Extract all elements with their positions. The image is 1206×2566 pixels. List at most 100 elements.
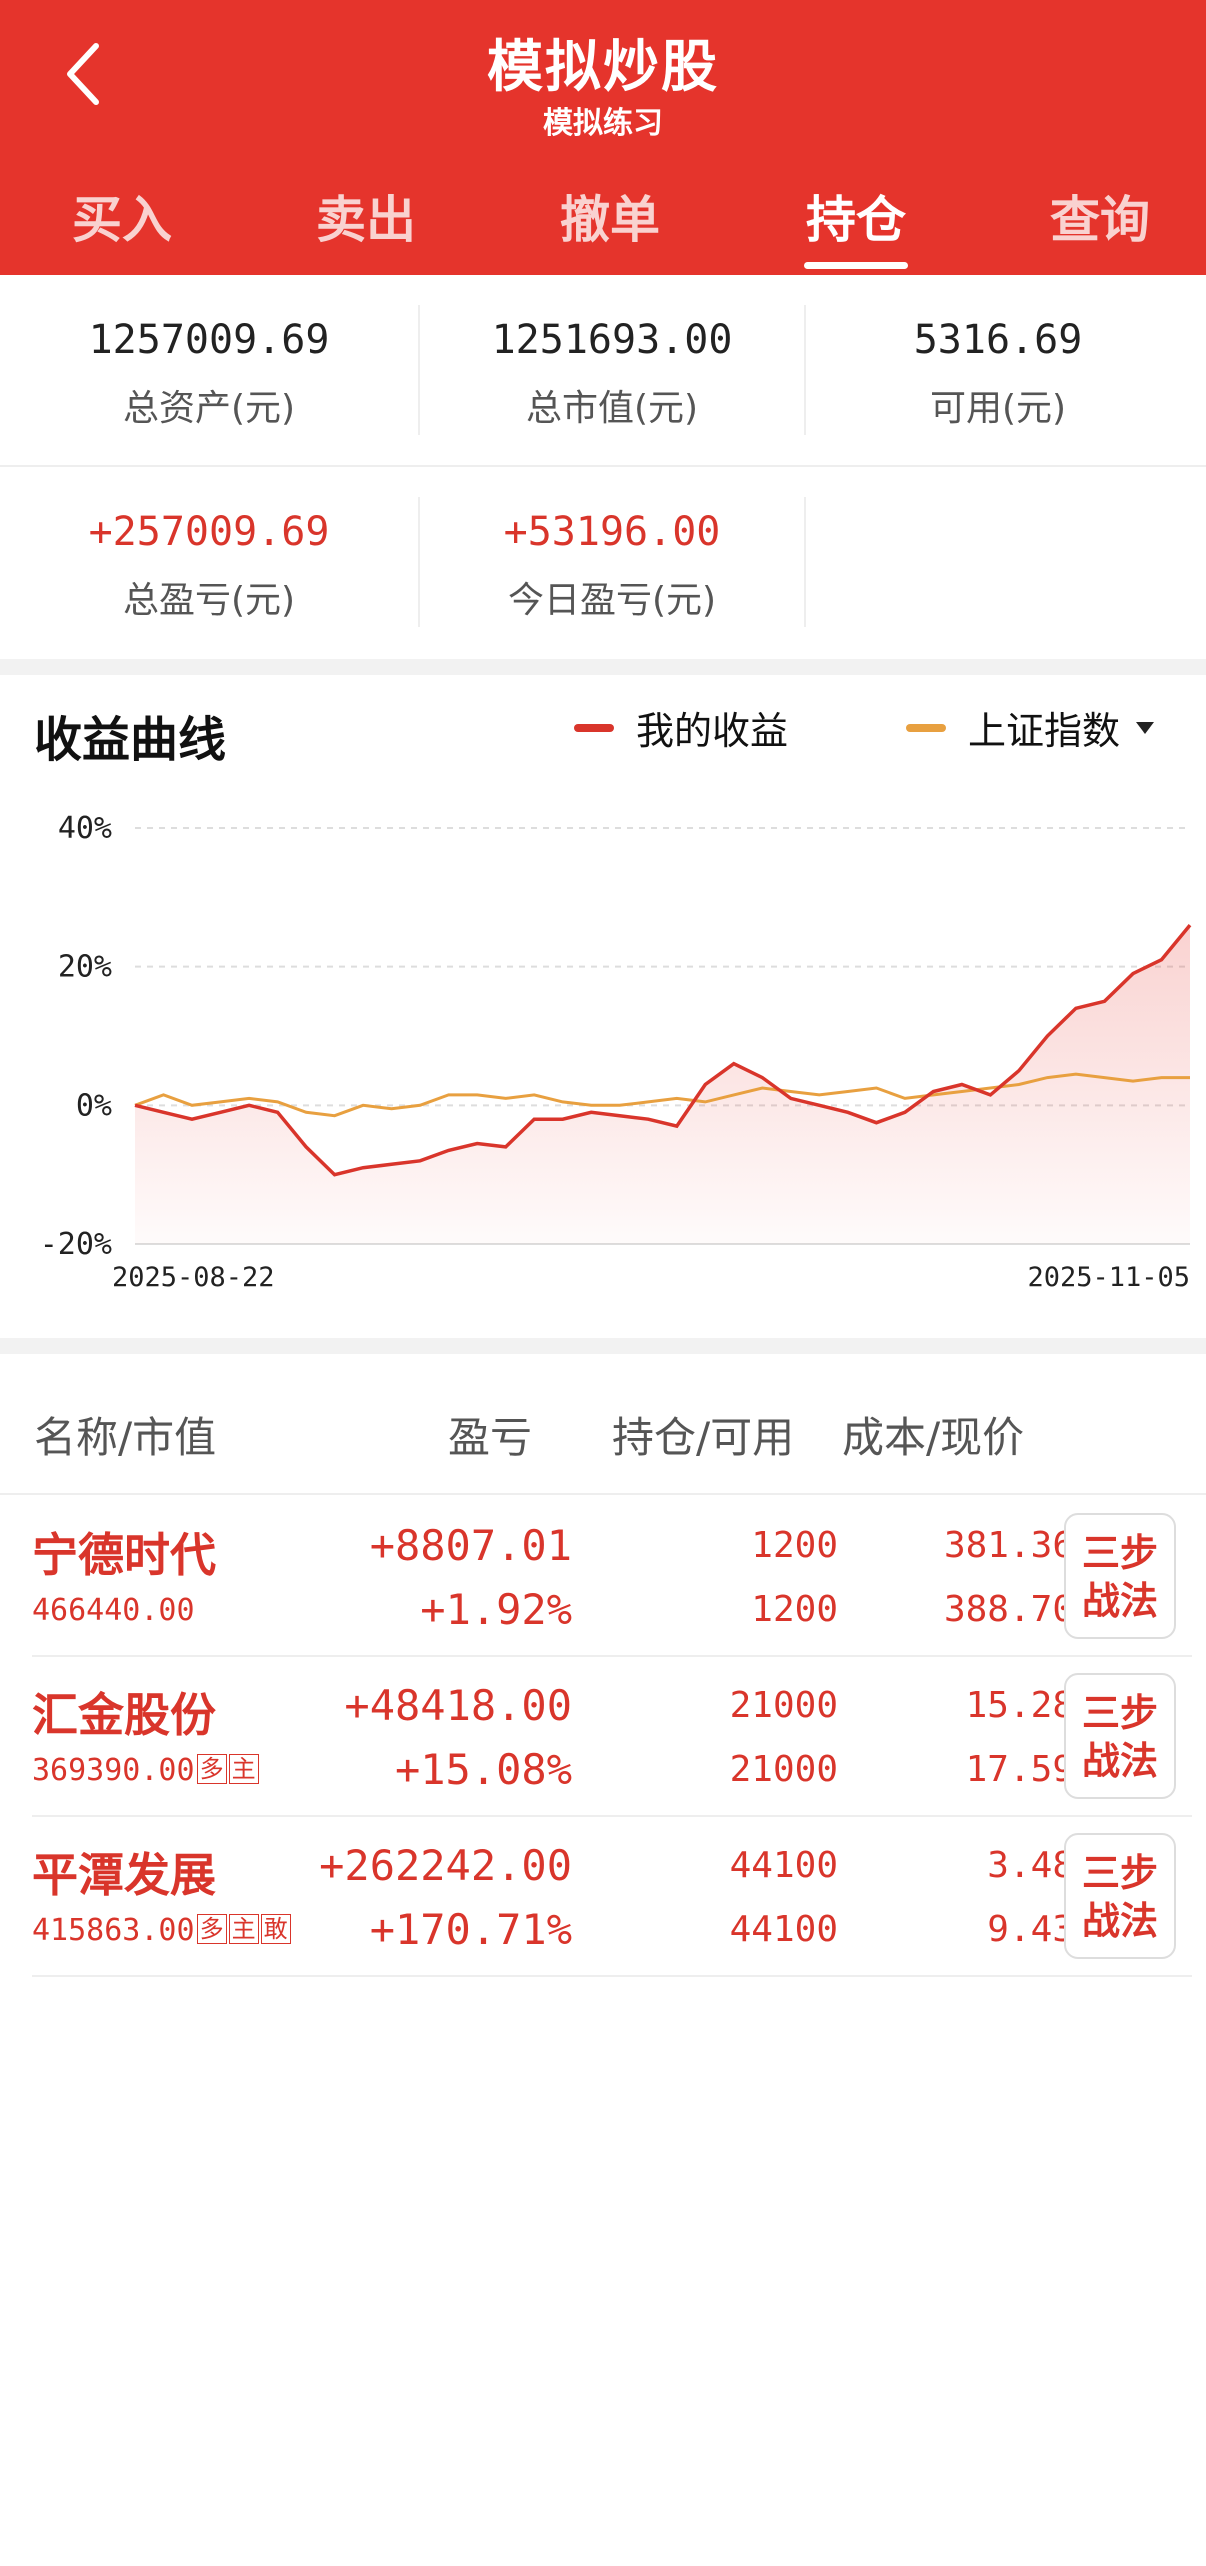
section-gap (0, 1338, 1206, 1354)
today-pnl: +53196.00 今日盈亏(元) (420, 467, 804, 659)
stock-available: 21000 (729, 1749, 838, 1790)
today-pnl-label: 今日盈亏(元) (507, 580, 717, 621)
stock-price: 9.43 (987, 1909, 1074, 1950)
stock-tag: 多 (196, 1754, 227, 1784)
tab-cancel-label: 撤单 (560, 191, 660, 249)
three-step-strategy-label: 三步战法 (1081, 1851, 1158, 1943)
y-tick-label: 20% (58, 950, 112, 985)
stock-pnl: +262242.00 (319, 1841, 572, 1890)
total-assets-value: 1257009.69 (88, 317, 330, 363)
x-tick-start: 2025-08-22 (112, 1262, 275, 1293)
legend-index-selector[interactable]: 上证指数 (906, 700, 1155, 753)
stock-price: 17.59 (965, 1749, 1074, 1790)
stock-pnl-pct: +1.92% (420, 1585, 572, 1634)
stock-tag: 多 (196, 1914, 227, 1944)
available-funds: 5316.69 可用(元) (806, 275, 1190, 465)
stock-price: 388.70 (943, 1589, 1074, 1630)
stock-tag: 主 (228, 1914, 259, 1944)
total-pnl-label: 总盈亏(元) (122, 580, 296, 621)
total-pnl: +257009.69 总盈亏(元) (0, 467, 418, 659)
tab-query-label: 查询 (1050, 191, 1150, 249)
header-pnl: 盈亏 (448, 1413, 533, 1462)
available-funds-value: 5316.69 (913, 317, 1083, 363)
stock-market-value: 369390.00 多主 (32, 1753, 259, 1788)
header-position: 持仓/可用 (612, 1413, 795, 1462)
tab-sell[interactable]: 卖出 (266, 180, 466, 275)
chevron-left-icon (67, 43, 99, 105)
tab-cancel[interactable]: 撤单 (510, 180, 710, 275)
active-tab-indicator (804, 262, 908, 269)
stock-available: 44100 (729, 1909, 838, 1950)
stock-position: 1200 (751, 1525, 838, 1566)
total-assets-label: 总资产(元) (122, 388, 296, 429)
market-value: 1251693.00 总市值(元) (420, 275, 804, 465)
available-funds-label: 可用(元) (929, 388, 1067, 429)
three-step-strategy-label: 三步战法 (1081, 1691, 1158, 1783)
table-row[interactable]: 汇金股份 369390.00 多主 +48418.00 +15.08% 21000… (32, 1657, 1192, 1817)
three-step-strategy-button[interactable]: 三步战法 (1064, 1513, 1176, 1639)
stock-market-value: 415863.00 多主敢 (32, 1913, 291, 1948)
total-assets: 1257009.69 总资产(元) (0, 275, 418, 465)
table-row[interactable]: 宁德时代 466440.00 +8807.01 +1.92% 1200 1200… (32, 1497, 1192, 1657)
legend-swatch-orange (906, 723, 946, 732)
header-name-value: 名称/市值 (34, 1413, 217, 1462)
x-tick-end: 2025-11-05 (1027, 1262, 1190, 1293)
stock-pnl-pct: +15.08% (394, 1745, 572, 1794)
legend-swatch-red (574, 723, 614, 732)
summary-row-2: +257009.69 总盈亏(元) +53196.00 今日盈亏(元) (0, 467, 1206, 659)
y-tick-label: 0% (76, 1088, 112, 1123)
total-pnl-value: +257009.69 (88, 509, 330, 555)
stock-tag: 主 (228, 1754, 259, 1784)
stock-name[interactable]: 宁德时代 (32, 1528, 216, 1582)
stock-position: 21000 (729, 1685, 838, 1726)
stock-available: 1200 (751, 1589, 838, 1630)
divider (418, 497, 420, 627)
stock-cost: 3.48 (987, 1845, 1074, 1886)
tab-bar: 买入 卖出 撤单 持仓 查询 (0, 180, 1206, 275)
stock-market-value: 466440.00 (32, 1593, 195, 1628)
stock-cost: 381.36 (943, 1525, 1074, 1566)
series-area-my-returns (135, 925, 1190, 1244)
stock-position: 44100 (729, 1845, 838, 1886)
back-button[interactable] (56, 34, 116, 114)
divider (804, 497, 806, 627)
series-line-my-returns (134, 923, 1192, 1177)
app-header: 模拟炒股 模拟练习 买入 卖出 撤单 持仓 查询 (0, 0, 1206, 275)
tab-sell-label: 卖出 (316, 191, 416, 249)
tab-positions-label: 持仓 (806, 191, 906, 249)
chart-title: 收益曲线 (34, 712, 227, 768)
stock-pnl: +48418.00 (344, 1681, 572, 1730)
three-step-strategy-button[interactable]: 三步战法 (1064, 1673, 1176, 1799)
page-title: 模拟炒股 (487, 35, 719, 100)
three-step-strategy-button[interactable]: 三步战法 (1064, 1833, 1176, 1959)
table-row[interactable]: 平潭发展 415863.00 多主敢 +262242.00 +170.71% 44… (32, 1817, 1192, 1977)
legend-my-returns: 我的收益 (574, 700, 789, 753)
legend-index-label: 上证指数 (968, 709, 1121, 753)
stock-cost: 15.28 (965, 1685, 1074, 1726)
divider (418, 305, 420, 435)
y-tick-label: -20% (40, 1227, 112, 1262)
summary-row-1: 1257009.69 总资产(元) 1251693.00 总市值(元) 5316… (0, 275, 1206, 467)
stock-pnl: +8807.01 (369, 1521, 572, 1570)
tab-query[interactable]: 查询 (1000, 180, 1200, 275)
market-value-label: 总市值(元) (525, 388, 699, 429)
tab-buy-label: 买入 (72, 191, 172, 249)
stock-market-value-text: 415863.00 (32, 1913, 195, 1948)
returns-chart: 40% 20% 0% -20% 2025-08-22 2025-11-05 (40, 811, 1192, 1293)
legend-my-returns-label: 我的收益 (636, 709, 789, 753)
divider (804, 305, 806, 435)
chart-y-ticks: 40% 20% 0% -20% (40, 811, 112, 1262)
tab-buy[interactable]: 买入 (22, 180, 222, 275)
stock-name[interactable]: 汇金股份 (32, 1688, 216, 1742)
three-step-strategy-label: 三步战法 (1081, 1531, 1158, 1623)
stock-name[interactable]: 平潭发展 (32, 1848, 216, 1902)
stock-market-value-text: 466440.00 (32, 1593, 195, 1628)
stock-tag: 敢 (260, 1914, 291, 1944)
stock-market-value-text: 369390.00 (32, 1753, 195, 1788)
y-tick-label: 40% (58, 811, 112, 846)
triangle-down-icon (1136, 721, 1155, 734)
series-line-index (134, 1072, 1190, 1118)
tab-positions[interactable]: 持仓 (756, 180, 956, 275)
page-subtitle: 模拟练习 (543, 106, 663, 141)
holdings-header: 名称/市值 盈亏 持仓/可用 成本/现价 (0, 1360, 1206, 1495)
